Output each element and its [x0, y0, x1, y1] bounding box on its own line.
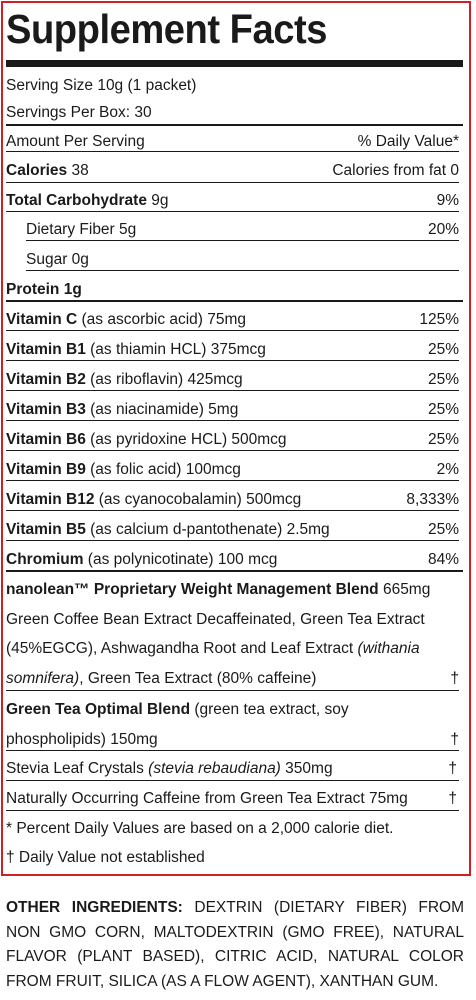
other-ingredients: OTHER INGREDIENTS: DEXTRIN (DIETARY FIBE…	[6, 899, 464, 990]
nutrient-row: Dietary Fiber 5g 20%	[26, 221, 459, 238]
caffeine-row: Naturally Occurring Caffeine from Green …	[6, 790, 457, 807]
stevia-row: Stevia Leaf Crystals (stevia rebaudiana)…	[6, 760, 457, 777]
serving-size: Serving Size 10g (1 packet)	[6, 77, 197, 94]
title-rule	[6, 60, 463, 67]
panel-title: Supplement Facts	[6, 6, 327, 52]
vitamin-row: Vitamin B3 (as niacinamide) 5mg 25%	[6, 401, 459, 418]
divider	[6, 570, 463, 572]
vitamin-row: Vitamin C (as ascorbic acid) 75mg 125%	[6, 311, 459, 328]
divider	[6, 450, 459, 451]
nutrient-row: Total Carbohydrate 9g 9%	[6, 192, 459, 209]
divider	[6, 390, 459, 391]
vitamin-row: Vitamin B9 (as folic acid) 100mcg 2%	[6, 461, 459, 478]
vitamin-row: Vitamin B6 (as pyridoxine HCL) 500mcg 25…	[6, 431, 459, 448]
nutrient-row: Sugar 0g	[26, 251, 89, 268]
green-tea-blend: Green Tea Optimal Blend (green tea extra…	[6, 701, 459, 748]
divider	[6, 780, 459, 781]
servings-per-box: Servings Per Box: 30	[6, 104, 152, 121]
mineral-row: Chromium (as polynicotinate) 100 mcg 84%	[6, 551, 459, 568]
divider	[6, 510, 459, 511]
calories-row: Calories 38 Calories from fat 0	[6, 162, 459, 179]
supplement-facts-panel	[1, 1, 471, 876]
divider	[6, 211, 459, 212]
footnote-dagger: † Daily Value not established	[6, 849, 205, 866]
divider	[26, 270, 459, 271]
divider	[6, 540, 459, 541]
divider	[6, 330, 459, 331]
divider	[6, 690, 459, 691]
divider	[6, 300, 463, 302]
divider	[6, 480, 459, 481]
divider	[6, 420, 459, 421]
footnote-daily-values: * Percent Daily Values are based on a 2,…	[6, 820, 394, 837]
nutrient-row: Protein 1g	[6, 281, 82, 298]
divider	[6, 810, 459, 811]
divider	[26, 240, 459, 241]
vitamin-row: Vitamin B12 (as cyanocobalamin) 500mcg 8…	[6, 491, 459, 508]
vitamin-row: Vitamin B2 (as riboflavin) 425mcg 25%	[6, 371, 459, 388]
vitamin-row: Vitamin B5 (as calcium d-pantothenate) 2…	[6, 521, 459, 538]
proprietary-blend: nanolean™ Proprietary Weight Management …	[6, 581, 459, 687]
header-row: Amount Per Serving % Daily Value*	[6, 133, 459, 150]
vitamin-row: Vitamin B1 (as thiamin HCL) 375mcg 25%	[6, 341, 459, 358]
divider	[6, 360, 459, 361]
divider	[6, 151, 459, 152]
divider	[6, 182, 459, 183]
divider	[6, 124, 463, 126]
divider	[6, 750, 459, 751]
